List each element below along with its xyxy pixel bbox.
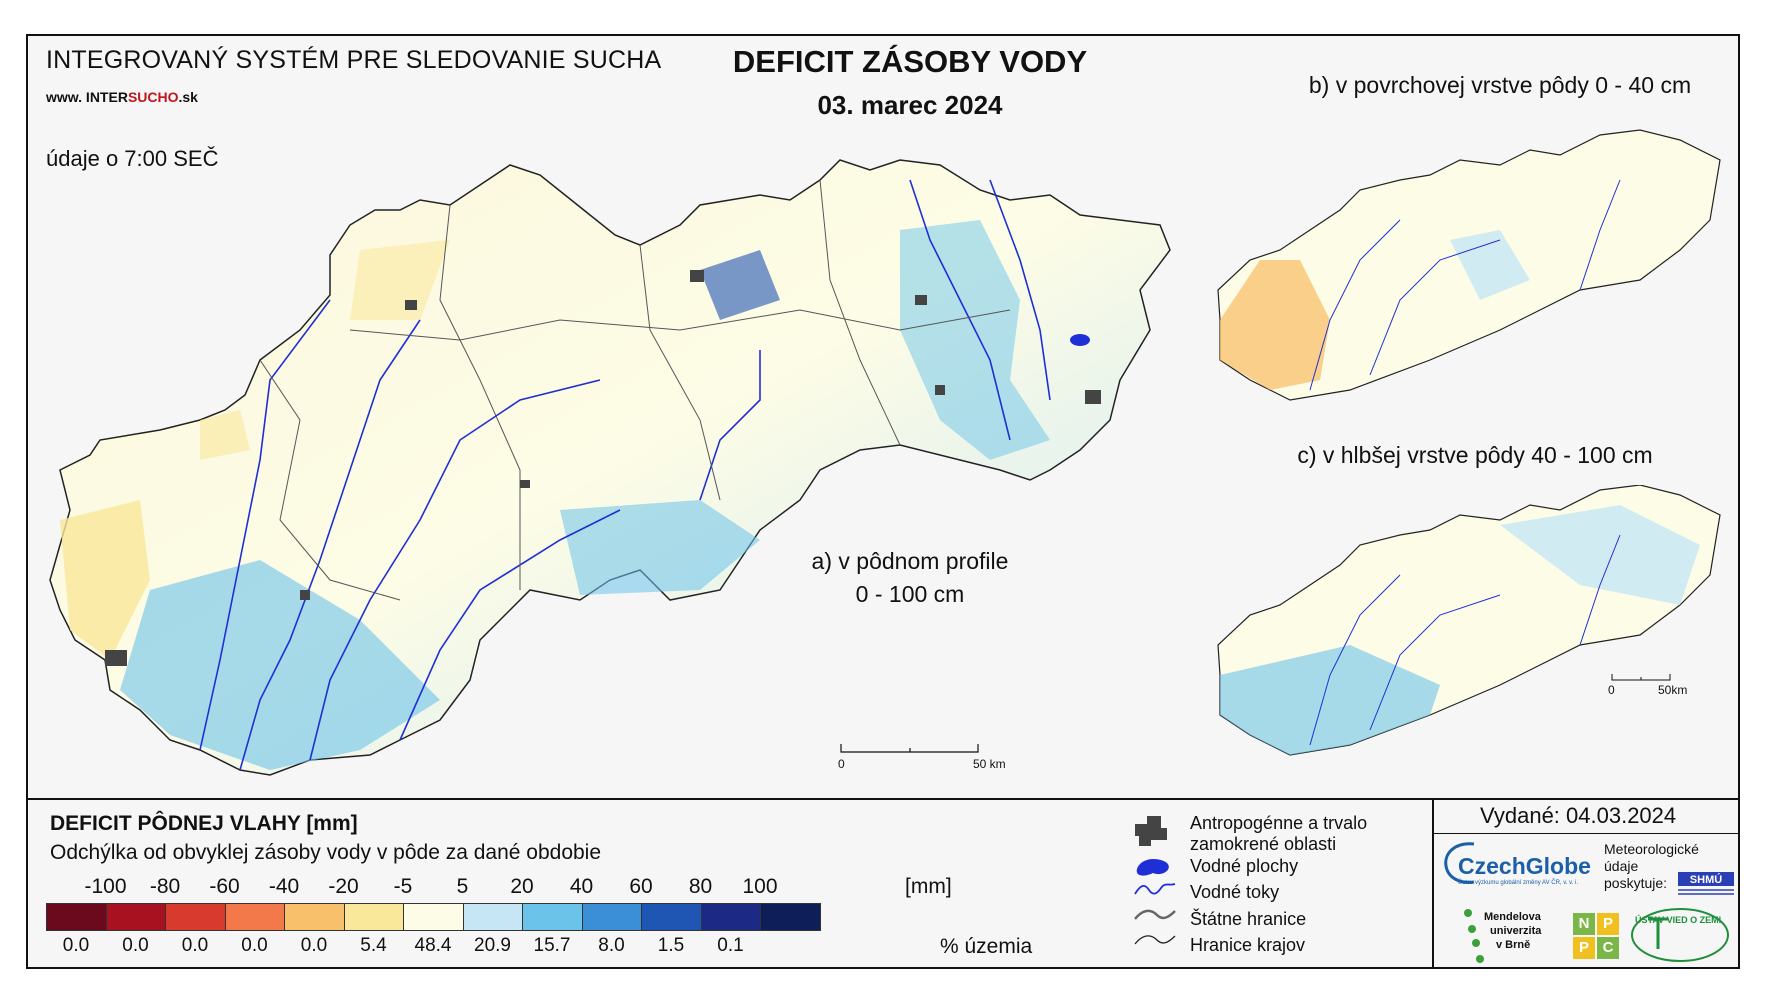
legend-swatch [46,903,107,931]
scale-c-zero: 0 [1608,683,1615,697]
czechglobe-logo: CzechGlobe [1458,853,1591,879]
legend-tick: 100 [742,875,778,898]
rivers-a [199,179,1051,771]
map-a-soil-profile [49,159,1171,776]
legend-tick: 40 [569,875,594,898]
mendelu-logo: Mendelova univerzita v Brně [1484,911,1542,951]
legend-title: DEFICIT PÔDNEJ VLAHY [mm] [50,812,358,835]
legend-tick: -60 [209,875,240,898]
map-b-topsoil [1217,129,1721,401]
legend-urban-label: Antropogénne a trvalo zamokrené oblasti [1190,813,1368,854]
legend-swatch [760,903,821,931]
water-body-icon [1136,859,1169,876]
legend-tick: 5 [456,875,469,898]
map-b-label: b) v povrchovej vrstve pôdy 0 - 40 cm [1308,72,1692,98]
legend-state-label: Štátne hranice [1190,909,1307,929]
legend-swatch [403,903,464,931]
water-body-a [1070,334,1090,346]
uvz-logo: ÚSTAV VIED O ZEMI [1635,915,1722,925]
legend-subtitle: Odchýlka od obvyklej zásoby vody v pôde … [50,841,602,864]
issued-panel [1432,798,1740,969]
legend-swatch [581,903,642,931]
region-borders-a [259,179,1011,601]
legend-swatch [462,903,523,931]
scale-c-end: 50km [1658,683,1688,697]
urban-area-icon [1135,816,1167,846]
legend-pct-value: 0.0 [300,935,328,956]
legend-rivers-label: Vodné toky [1190,882,1280,902]
legend-unit: [mm] [905,875,952,898]
map-c-subsoil [1217,485,1721,756]
legend-pct-unit: % územia [940,935,1033,958]
legend-tick: -40 [268,875,300,898]
map-c-label: c) v hlbšej vrstve pôdy 40 - 100 cm [1297,442,1653,468]
legend-regions-label: Hranice krajov [1190,935,1306,955]
system-title: INTEGROVANÝ SYSTÉM PRE SLEDOVANIE SUCHA [46,46,662,74]
scale-a-end: 50 km [973,757,1006,771]
legend-pct-value: 48.4 [414,935,452,956]
legend-pct-value: 0.0 [62,935,90,956]
legend-pct-value: 0.0 [122,935,149,956]
npc-logo-c: C [1597,937,1619,959]
scale-bar-c [1611,674,1671,681]
state-border-icon [1134,909,1176,920]
legend-pct-value: 1.5 [657,935,685,956]
issued-date: Vydané: 04.03.2024 [1480,803,1677,828]
legend-pct-value: 0.0 [181,935,209,956]
legend-swatch [522,903,583,931]
legend-swatch [165,903,226,931]
map-title: DEFICIT ZÁSOBY VODY [732,44,1088,79]
legend-tick: -100 [84,875,127,898]
mendelu-dots-icon [1464,909,1484,963]
uvz-logo-icon [1631,908,1729,962]
map-date: 03. marec 2024 [817,90,1003,120]
svg-text:SHMÚ: SHMÚ [1690,873,1722,886]
urban-areas-a [105,270,1101,666]
scale-a-zero: 0 [838,757,845,771]
legend-tick: -20 [328,875,359,898]
legend-pct-value: 15.7 [533,935,571,956]
npc-logo-p2: P [1573,937,1595,959]
legend-swatch [284,903,345,931]
legend-pct-value: 0.1 [717,935,744,956]
website-link[interactable]: www. INTERSUCHO.sk [46,89,198,105]
legend-tick: 80 [688,875,713,898]
czechglobe-subtitle: Ústav výzkumu globální změny AV ČR, v. v… [1458,880,1579,886]
legend-tick: -5 [393,875,413,898]
issued-divider [1432,833,1740,834]
river-icon [1134,883,1176,895]
czechglobe-logo-icon [1444,842,1475,884]
legend-swatch [641,903,702,931]
legend-water-label: Vodné plochy [1190,856,1299,876]
legend-pct-value: 0.0 [241,935,268,956]
legend-panel [26,798,1740,969]
legend-tick: 60 [629,875,653,898]
scale-bar-a [840,744,979,753]
npc-logo-p1: P [1597,913,1619,935]
region-border-icon [1134,935,1176,945]
npc-logo-n: N [1573,913,1595,935]
meteo-provider-label: Meteorologické údaje poskytuje: [1604,841,1699,891]
legend-pct-value: 20.9 [474,935,511,956]
legend-tick: -80 [149,875,181,898]
legend-swatch [105,903,166,931]
legend-swatch [700,903,761,931]
legend-pct-value: 5.4 [360,935,387,956]
map-a-label: a) v pôdnom profile 0 - 100 cm [811,548,1009,607]
legend-tick: 20 [510,875,534,898]
shmu-logo: SHMÚ [1678,872,1734,895]
legend-swatch [343,903,404,931]
data-time-note: údaje o 7:00 SEČ [46,146,219,171]
legend-swatch [224,903,285,931]
legend-pct-value: 8.0 [598,935,625,956]
